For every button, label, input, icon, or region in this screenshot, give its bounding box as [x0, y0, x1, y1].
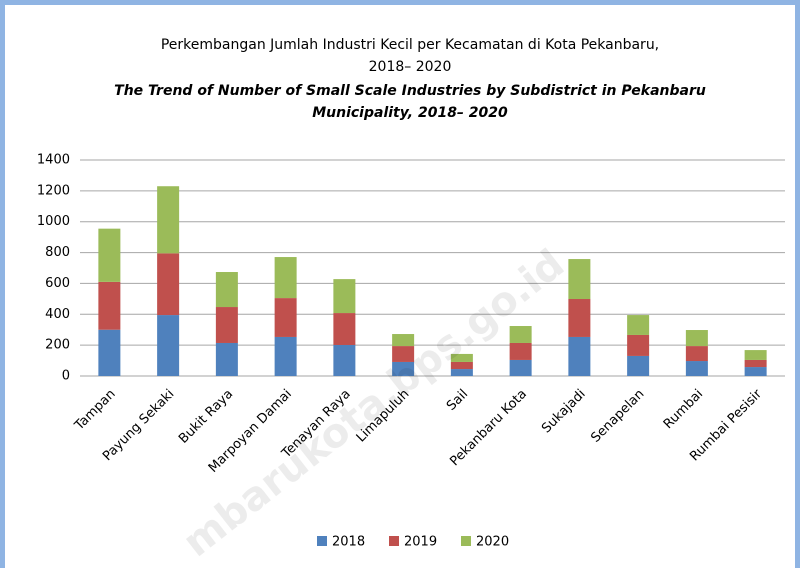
y-tick-label: 200: [45, 338, 70, 353]
x-tick-label: Rumbai: [661, 387, 706, 432]
bar-segment: [333, 313, 356, 345]
chart-subtitle: Municipality, 2018– 2020: [312, 105, 508, 121]
bar-segment: [744, 359, 767, 368]
legend-swatch: [389, 536, 399, 546]
bar-segment: [685, 330, 708, 347]
y-tick-label: 400: [45, 307, 70, 322]
bar-segment: [333, 279, 356, 314]
y-tick-label: 800: [45, 245, 70, 260]
bar-segment: [274, 298, 297, 337]
x-tick-label: Bukit Raya: [176, 387, 236, 447]
bar-segment: [274, 336, 297, 376]
y-tick-label: 1000: [37, 214, 70, 229]
y-tick-label: 600: [45, 276, 70, 291]
y-tick-label: 0: [62, 369, 70, 384]
x-tick-label: Sail: [444, 387, 471, 414]
bar-segment: [568, 299, 591, 337]
legend-label: 2019: [404, 535, 437, 550]
bar-segment: [509, 342, 532, 360]
bar-segment: [98, 228, 121, 282]
bar-segment: [157, 253, 180, 316]
bar-segment: [627, 355, 650, 376]
bar-segment: [568, 259, 591, 300]
x-tick-label: Senapelan: [588, 387, 647, 446]
x-tick-label: Sukajadi: [539, 387, 589, 437]
bar-segment: [215, 342, 238, 376]
bar-segment: [157, 186, 180, 254]
bar-segment: [685, 361, 708, 376]
bar-segment: [333, 344, 356, 376]
legend-label: 2018: [332, 535, 365, 550]
bar-segment: [392, 346, 415, 362]
bar-segment: [450, 369, 473, 376]
y-tick-label: 1400: [37, 153, 70, 168]
chart-title: 2018– 2020: [369, 59, 452, 75]
bar-segment: [685, 346, 708, 362]
bar-segment: [509, 359, 532, 376]
bar-segment: [392, 334, 415, 347]
legend-label: 2020: [476, 535, 509, 550]
bar-segment: [98, 329, 121, 376]
bar-segment: [744, 367, 767, 376]
bar-segment: [274, 257, 297, 299]
legend-swatch: [461, 536, 471, 546]
bar-segment: [509, 326, 532, 343]
bar-segment: [744, 350, 767, 360]
chart-title: Perkembangan Jumlah Industri Kecil per K…: [161, 37, 659, 53]
bar-segment: [450, 353, 473, 362]
bar-segment: [392, 361, 415, 376]
bar-segment: [157, 315, 180, 376]
bar-segment: [98, 281, 121, 330]
bar-segment: [215, 272, 238, 308]
chart-subtitle: The Trend of Number of Small Scale Indus…: [114, 83, 706, 99]
bar-segment: [450, 361, 473, 370]
bar-segment: [568, 336, 591, 376]
bar-segment: [627, 334, 650, 356]
chart: Perkembangan Jumlah Industri Kecil per K…: [37, 37, 785, 566]
bar-segment: [627, 315, 650, 335]
legend-swatch: [317, 536, 327, 546]
y-tick-label: 1200: [37, 183, 70, 198]
x-tick-label: Tampan: [71, 387, 118, 434]
bar-segment: [215, 307, 238, 343]
